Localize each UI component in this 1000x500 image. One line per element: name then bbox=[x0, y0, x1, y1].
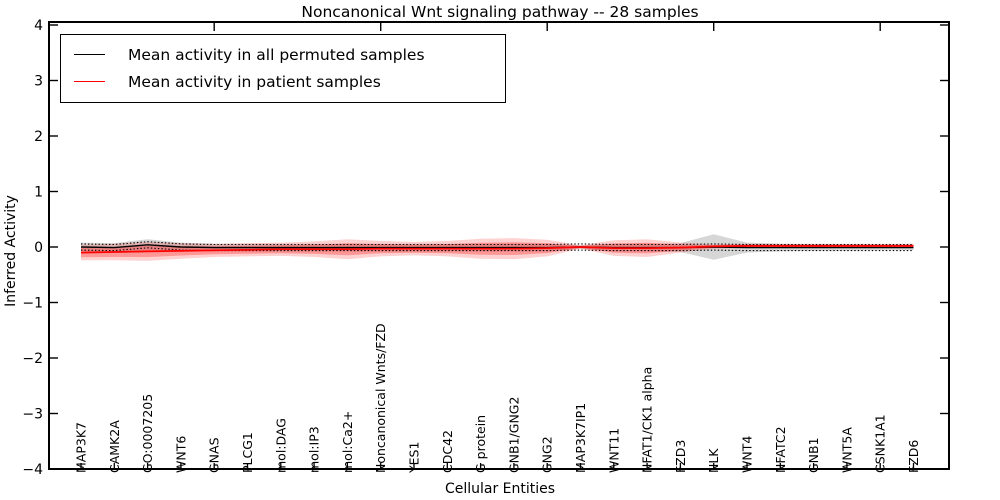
y-tick-label: 2 bbox=[34, 129, 43, 145]
x-tick-label: GNB1 bbox=[806, 437, 821, 473]
permuted-lower-dotted-line bbox=[80, 247, 914, 252]
x-tick-label: mol:Ca2+ bbox=[340, 411, 355, 473]
permuted-mean-line bbox=[80, 244, 914, 249]
legend: Mean activity in all permuted samples Me… bbox=[60, 34, 506, 103]
patient-mean-line bbox=[80, 245, 914, 254]
x-tick-label: MAP3K7 bbox=[74, 422, 89, 473]
x-tick-label: WNT11 bbox=[606, 428, 621, 473]
x-tick-label: NLK bbox=[706, 448, 721, 473]
x-tick-label: FZD3 bbox=[673, 440, 688, 473]
permuted-upper-dotted-line bbox=[80, 241, 914, 246]
y-tick-label: −1 bbox=[22, 296, 43, 312]
x-tick-label: GNG2 bbox=[540, 436, 555, 473]
x-tick-label: CAMK2A bbox=[107, 420, 122, 473]
x-tick-label: MAP3K7IP1 bbox=[573, 403, 588, 473]
x-tick-label: YES1 bbox=[407, 442, 422, 474]
y-axis-label: Inferred Activity bbox=[3, 195, 19, 307]
axes-frame bbox=[48, 21, 950, 470]
x-tick-label: WNT6 bbox=[173, 436, 188, 473]
x-tick-label: GO:0007205 bbox=[140, 394, 155, 473]
patient-line-swatch bbox=[74, 81, 105, 82]
x-tick-label: GNB1/GNG2 bbox=[506, 397, 521, 473]
x-tick-label: FZD6 bbox=[906, 440, 921, 473]
legend-label-patient: Mean activity in patient samples bbox=[128, 72, 381, 91]
x-tick-label: NFAT1/CK1 alpha bbox=[640, 367, 655, 473]
x-tick-label: GNAS bbox=[207, 437, 222, 473]
chart-title: Noncanonical Wnt signaling pathway -- 28… bbox=[301, 3, 699, 21]
x-tick-label: mol:IP3 bbox=[307, 426, 322, 473]
x-tick-label: PLCG1 bbox=[240, 432, 255, 473]
x-tick-label: CDC42 bbox=[440, 430, 455, 473]
y-tick-label: 1 bbox=[34, 185, 43, 201]
legend-label-permuted: Mean activity in all permuted samples bbox=[128, 45, 425, 64]
x-tick-label: CSNK1A1 bbox=[873, 414, 888, 473]
y-tick-label: 4 bbox=[34, 18, 43, 34]
x-tick-label: NFATC2 bbox=[773, 426, 788, 473]
y-tick-label: 0 bbox=[34, 240, 43, 256]
legend-entry-permuted: Mean activity in all permuted samples bbox=[61, 41, 505, 68]
legend-entry-patient: Mean activity in patient samples bbox=[61, 68, 505, 95]
y-tick-label: −4 bbox=[22, 462, 43, 478]
x-tick-label: WNT5A bbox=[839, 427, 854, 473]
y-tick-label: −2 bbox=[22, 351, 43, 367]
y-tick-label: −3 bbox=[22, 407, 43, 423]
x-tick-label: mol:DAG bbox=[273, 418, 288, 473]
x-tick-label: G protein bbox=[473, 415, 488, 473]
x-tick-label: Noncanonical Wnts/FZD bbox=[373, 323, 388, 473]
permuted-line-swatch bbox=[74, 54, 105, 55]
y-tick-label: 3 bbox=[34, 74, 43, 90]
x-axis-label: Cellular Entities bbox=[444, 481, 556, 497]
x-tick-label: WNT4 bbox=[740, 436, 755, 473]
